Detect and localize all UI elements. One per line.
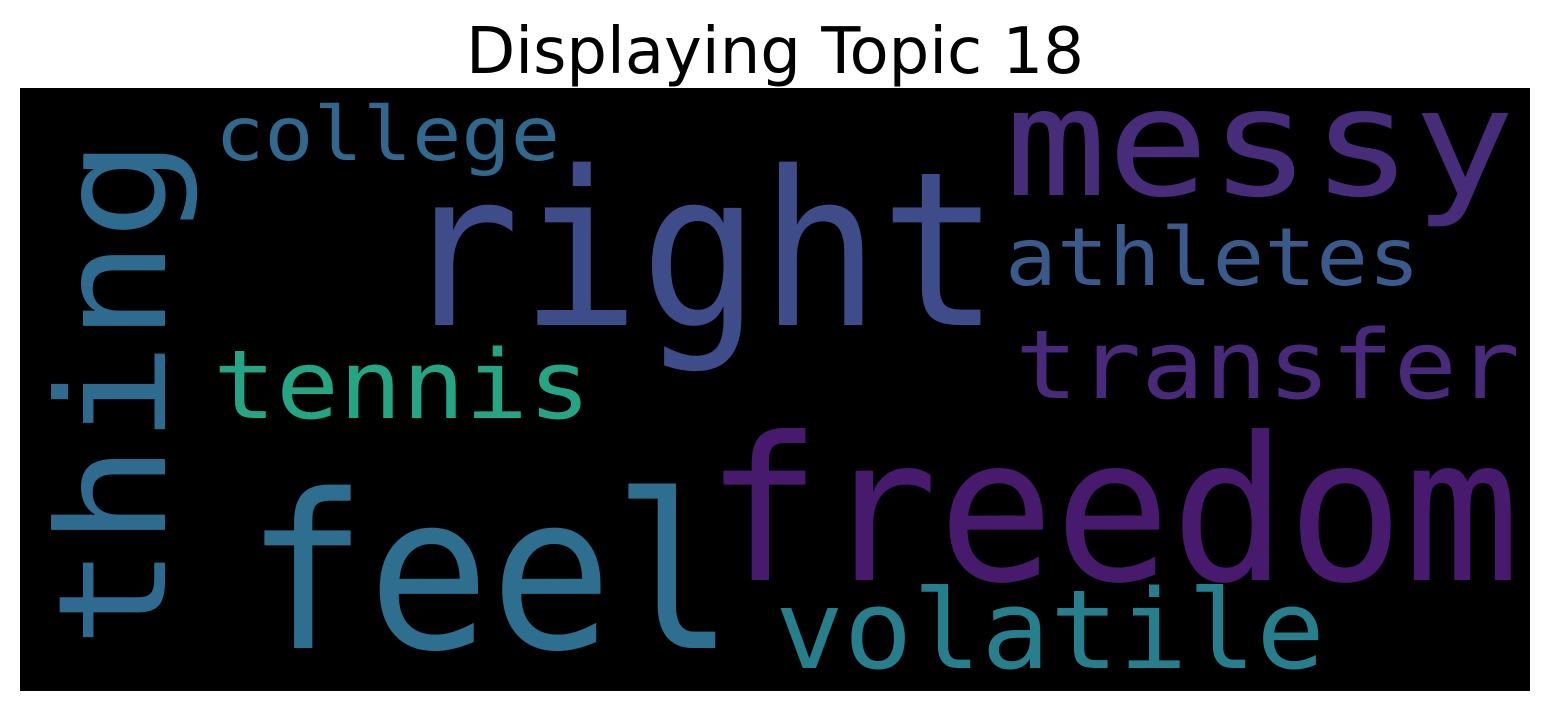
chart-title: Displaying Topic 18 — [466, 15, 1084, 89]
word-transfer: transfer — [1015, 311, 1520, 421]
word-messy: messy — [1005, 57, 1515, 231]
word-volatile: volatile — [775, 566, 1325, 694]
word-college: college — [215, 90, 560, 178]
word-cloud-background — [20, 88, 1530, 691]
word-tennis: tennis — [213, 331, 591, 441]
word-athletes: athletes — [1005, 211, 1420, 304]
word-feel: feel — [245, 448, 735, 699]
word-right: right — [400, 125, 1000, 376]
word-freedom: freedom — [705, 395, 1520, 628]
word-thing: thing — [27, 138, 201, 648]
